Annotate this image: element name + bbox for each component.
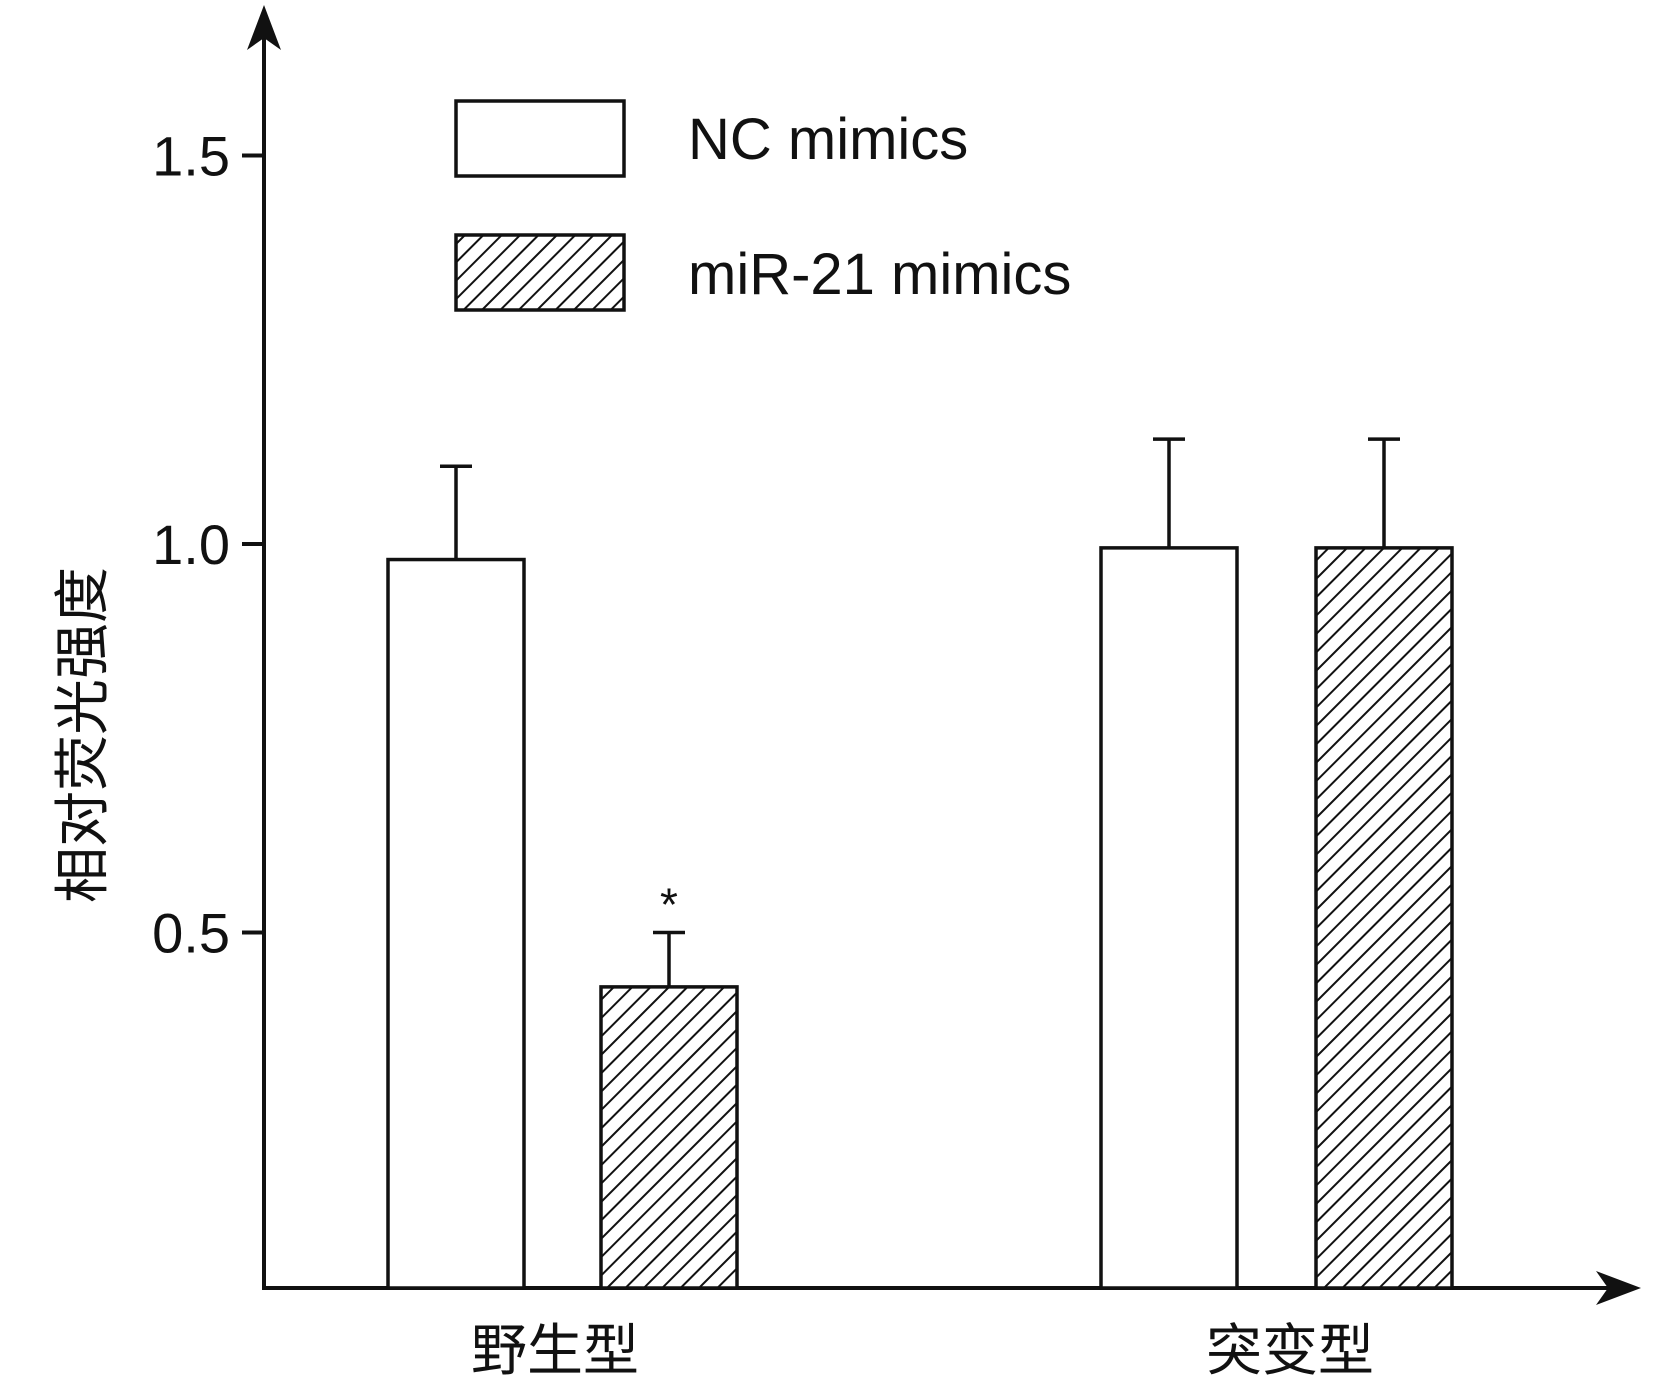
x-tick-label-wild-type: 野生型: [471, 1319, 639, 1381]
bar-mir21-mimics-wild-type: [599, 985, 739, 1290]
y-tick-label: 0.5: [152, 902, 230, 965]
x-axis-arrow: [1596, 1271, 1641, 1305]
bar-nc-mimics-wild-type: [386, 557, 526, 1290]
bar-mir21-mimics-mutant-type: [1314, 546, 1454, 1290]
significance-asterisk: *: [660, 879, 678, 931]
x-tick-label-mutant-type: 突变型: [1206, 1319, 1374, 1381]
legend: NC mimics miR-21 mimics: [454, 99, 1071, 312]
y-tick-label: 1.5: [152, 125, 230, 188]
bar-nc-mimics-mutant-type: [1099, 546, 1239, 1290]
y-axis-arrow: [247, 5, 281, 50]
legend-swatch-mir21-mimics: [454, 233, 626, 312]
y-tick-label: 1.0: [152, 513, 230, 576]
legend-label-nc-mimics: NC mimics: [688, 107, 968, 172]
legend-swatch-nc-mimics: [454, 99, 626, 178]
y-axis-label: 相对荧光强度: [51, 567, 116, 903]
legend-label-mir21-mimics: miR-21 mimics: [688, 242, 1071, 307]
